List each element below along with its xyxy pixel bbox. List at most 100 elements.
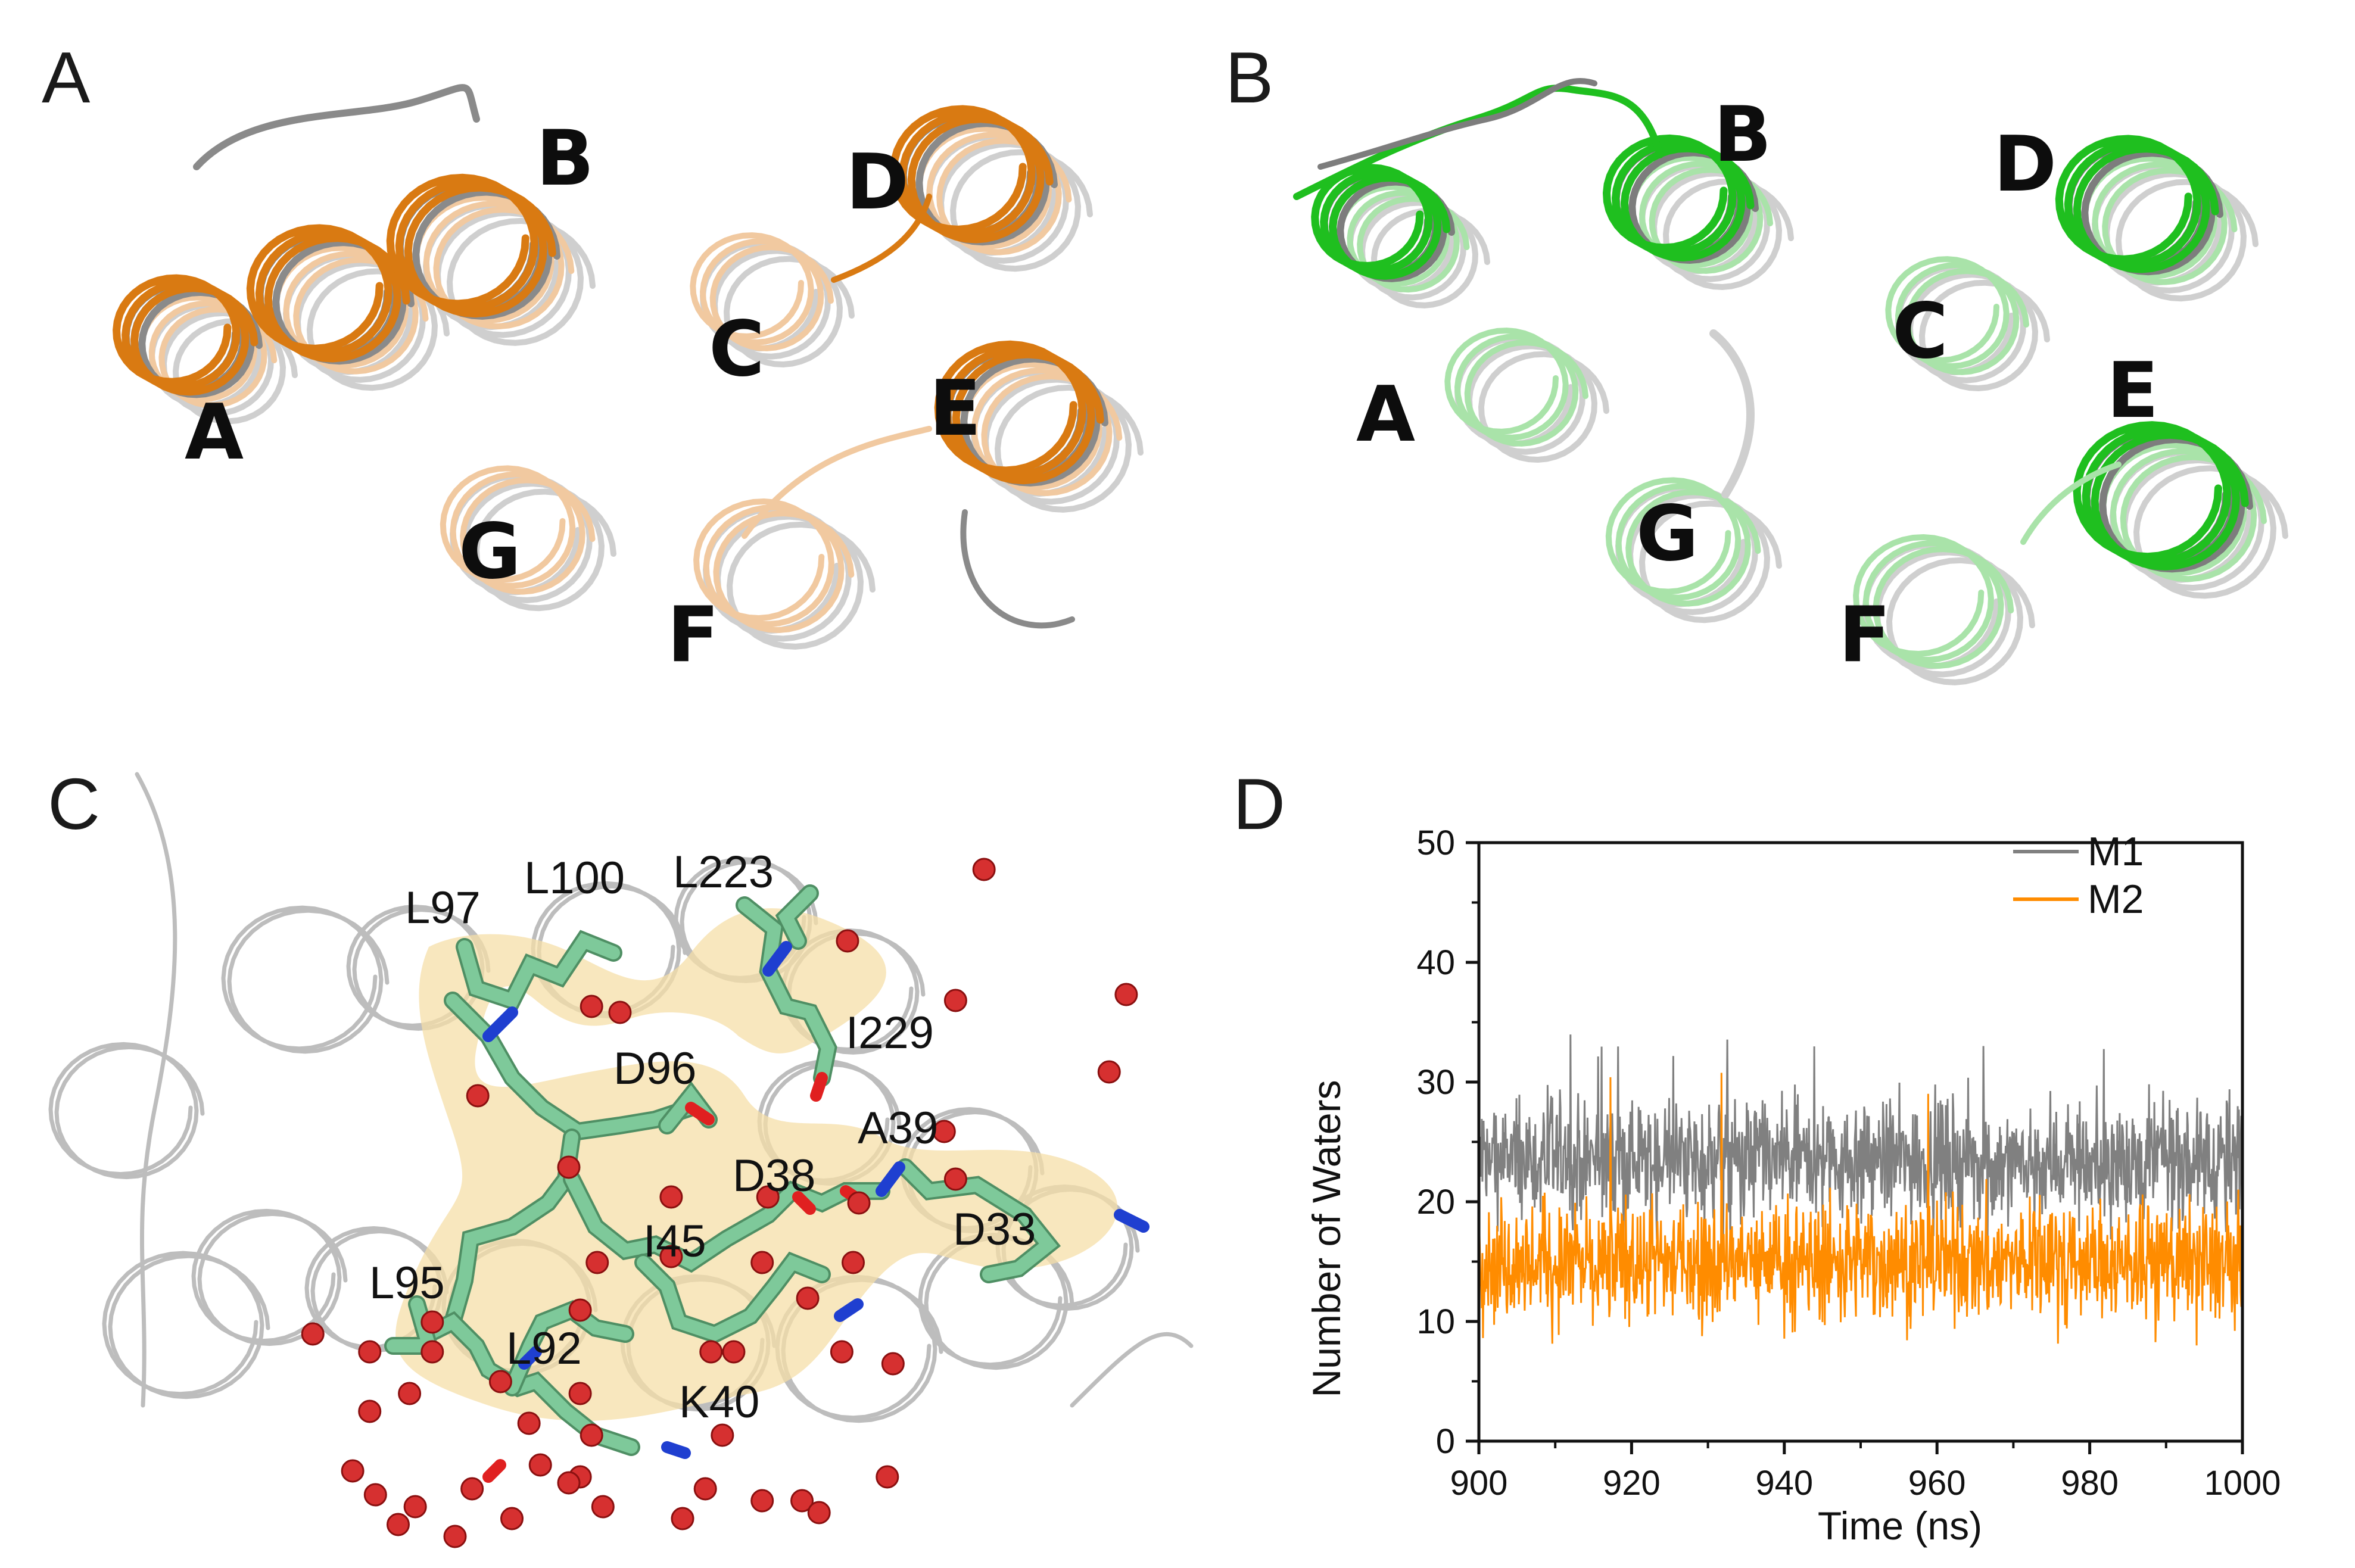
nitrogen-atom <box>482 1006 518 1042</box>
water-molecule <box>807 1501 831 1525</box>
water-molecule <box>836 929 859 953</box>
residue-stick <box>565 1173 888 1270</box>
x-tick-label: 960 <box>1908 1464 1966 1502</box>
residue-label-d38: D38 <box>733 1151 815 1201</box>
water-molecule <box>671 1507 694 1530</box>
water-molecule <box>363 1483 387 1507</box>
helix-label-a: A <box>1356 370 1415 459</box>
water-molecule <box>358 1399 382 1423</box>
water-molecule <box>750 1489 774 1513</box>
helix-a2-overlay <box>246 224 410 363</box>
residue-stick <box>446 994 697 1139</box>
panel-b-letter: B <box>1225 37 1274 118</box>
helix-e-overlay <box>934 340 1104 485</box>
water-molecule <box>358 1340 382 1364</box>
water-molecule <box>488 1370 512 1394</box>
water-molecule <box>500 1507 524 1530</box>
x-tick-label: 920 <box>1603 1464 1661 1502</box>
chart-legend: M1 M2 <box>2013 829 2144 922</box>
water-molecule <box>403 1495 427 1519</box>
helix-label-g: G <box>459 507 521 596</box>
helix-c-faded-overlay <box>690 232 834 351</box>
helix-e-faded-reference <box>2109 449 2288 599</box>
residue-label-l92: L92 <box>506 1323 582 1374</box>
helix-a-overlay <box>1311 164 1451 280</box>
loop-g-strand <box>1709 329 1755 498</box>
helix-e-faded-reference <box>970 369 1144 513</box>
nitrogen-atom <box>661 1441 691 1459</box>
water-molecule <box>585 1251 609 1274</box>
helix-d-overlay <box>889 105 1054 244</box>
y-tick-label: 10 <box>1416 1302 1455 1341</box>
water-molecule <box>301 1322 325 1346</box>
residue-label-d33: D33 <box>953 1204 1036 1255</box>
water-molecule <box>528 1453 552 1477</box>
residue-label-l223: L223 <box>673 847 774 897</box>
helix-label-c: C <box>1892 287 1948 376</box>
helix-label-f: F <box>667 591 719 679</box>
oxygen-atom <box>810 1072 828 1102</box>
residue-stick <box>458 933 620 1009</box>
water-molecule <box>608 1000 632 1024</box>
helix-f-faded-overlay <box>1853 534 2014 669</box>
y-tick-label: 20 <box>1416 1183 1455 1221</box>
panel-c-letter: C <box>48 763 101 844</box>
panel-d-letter: D <box>1233 763 1286 844</box>
helix-label-e: E <box>2107 347 2158 435</box>
panel-a-ribbons <box>113 84 1144 650</box>
panel-a-helix-structure: A B C D E F G <box>113 84 1144 679</box>
nitrogen-atom <box>834 1298 864 1322</box>
water-molecule <box>398 1382 422 1405</box>
nitrogen-atom <box>876 1161 905 1197</box>
chart-series <box>1478 1034 2244 1346</box>
residue-stick <box>899 1161 1058 1281</box>
panel-b: B A B C D E F G <box>1178 0 2355 750</box>
series-m1-line <box>1478 1034 2244 1261</box>
water-molecule <box>830 1340 853 1364</box>
water-molecule <box>842 1251 865 1274</box>
water-molecule <box>659 1245 683 1268</box>
loop-ef-faded <box>742 426 932 539</box>
backbone-coil <box>102 1251 270 1399</box>
helix-label-f: F <box>1839 591 1890 679</box>
water-molecule <box>557 1471 581 1495</box>
water-count-chart: 900 920 940 960 980 1000 0 10 20 30 40 50 Number of… <box>1304 824 2281 1548</box>
panel-a: A A B C D E F G <box>0 0 1178 750</box>
water-molecule <box>693 1477 717 1501</box>
loop-e-tail <box>960 509 1075 629</box>
residue-stick <box>637 1254 828 1341</box>
water-molecule <box>580 995 603 1018</box>
y-tick-label: 0 <box>1436 1422 1455 1461</box>
helix-e-overlay <box>2073 421 2249 571</box>
helix-label-b: B <box>536 114 594 203</box>
water-molecule <box>568 1382 592 1405</box>
y-tick-label: 40 <box>1416 943 1455 982</box>
panel-c: C L97 L100 L223 I229 D96 A39 D38 D33 I45… <box>0 750 1221 1565</box>
helix-label-c: C <box>709 305 765 394</box>
water-molecule <box>943 989 967 1012</box>
water-molecule <box>420 1310 444 1334</box>
water-molecule <box>466 1084 490 1108</box>
water-molecule <box>876 1465 899 1489</box>
residue-label-i229: I229 <box>846 1008 934 1058</box>
helix-label-d: D <box>1993 120 2057 209</box>
y-axis-label: Number of Waters <box>1304 1080 1348 1397</box>
loop-cd-overlay <box>831 194 932 283</box>
residue-label-a39: A39 <box>858 1103 938 1154</box>
water-molecule <box>932 1120 956 1143</box>
residue-label-i45: I45 <box>643 1216 706 1267</box>
water-molecule <box>711 1423 734 1447</box>
backbone-coil <box>191 1208 348 1346</box>
water-molecule <box>341 1459 365 1483</box>
water-molecule <box>591 1495 615 1519</box>
water-molecule <box>972 858 996 881</box>
x-tick-label: 940 <box>1755 1464 1813 1502</box>
helix-d-overlay <box>2055 135 2219 273</box>
water-molecule <box>517 1411 541 1435</box>
helix-b-overlay <box>386 173 556 318</box>
chart-axes: 900 920 940 960 980 1000 0 10 20 30 40 50 <box>1416 824 2281 1502</box>
water-molecule <box>1114 983 1138 1006</box>
helix-label-d: D <box>846 138 909 227</box>
water-molecule <box>460 1477 484 1501</box>
panel-b-helix-structure: A B C D E F G <box>1293 77 2288 685</box>
